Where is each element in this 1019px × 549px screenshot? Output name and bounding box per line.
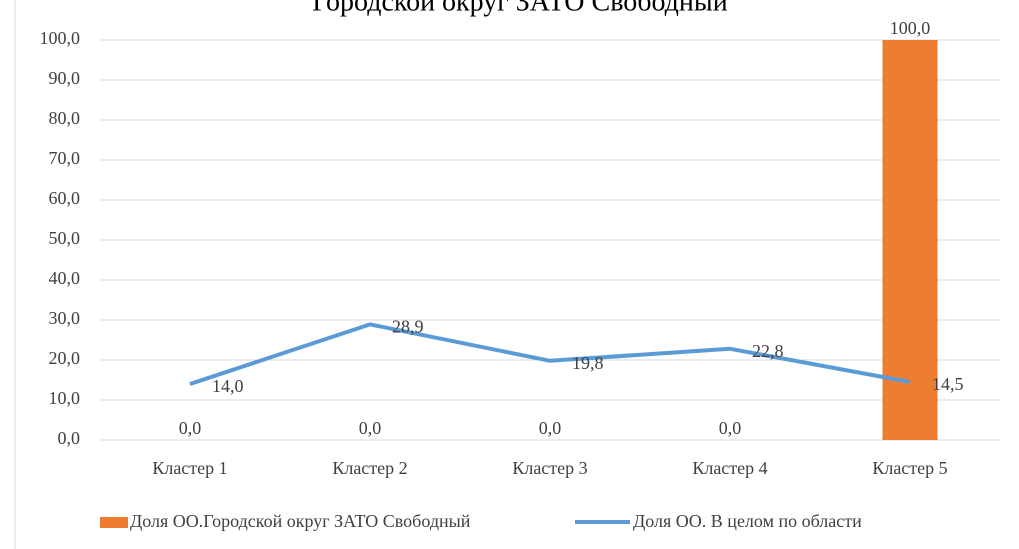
x-tick-label: Кластер 3 — [512, 458, 587, 478]
bar-value-label: 0,0 — [719, 418, 742, 438]
y-tick-label: 20,0 — [49, 348, 81, 368]
bar-value-label: 0,0 — [539, 418, 562, 438]
y-tick-label: 60,0 — [49, 188, 81, 208]
line-value-label: 19,8 — [572, 353, 604, 373]
line-value-label: 28,9 — [392, 317, 424, 337]
chart-border — [14, 0, 16, 549]
legend-label: Доля ОО. В целом по области — [633, 511, 862, 531]
y-tick-label: 100,0 — [40, 28, 81, 48]
bar-value-label: 100,0 — [890, 18, 931, 38]
x-tick-label: Кластер 5 — [872, 458, 947, 478]
y-tick-label: 90,0 — [49, 68, 81, 88]
legend-swatch — [100, 517, 128, 528]
y-tick-label: 80,0 — [49, 108, 81, 128]
chart-title: Городской округ ЗАТО Свободный — [312, 0, 727, 17]
x-tick-label: Кластер 1 — [152, 458, 227, 478]
line — [189, 322, 911, 386]
line-value-label: 22,8 — [752, 341, 784, 361]
y-tick-label: 10,0 — [49, 388, 81, 408]
y-tick-label: 30,0 — [49, 308, 81, 328]
x-tick-label: Кластер 4 — [692, 458, 767, 478]
y-tick-label: 50,0 — [49, 228, 81, 248]
bar-value-label: 0,0 — [179, 418, 202, 438]
bar — [882, 40, 938, 440]
x-tick-label: Кластер 2 — [332, 458, 407, 478]
y-tick-label: 0,0 — [58, 428, 81, 448]
y-tick-label: 40,0 — [49, 268, 81, 288]
bar-value-label: 0,0 — [359, 418, 382, 438]
line-value-label: 14,0 — [212, 376, 244, 396]
y-tick-label: 70,0 — [49, 148, 81, 168]
line-value-label: 14,5 — [932, 374, 964, 394]
legend-label: Доля ОО.Городской округ ЗАТО Свободный — [130, 511, 471, 531]
